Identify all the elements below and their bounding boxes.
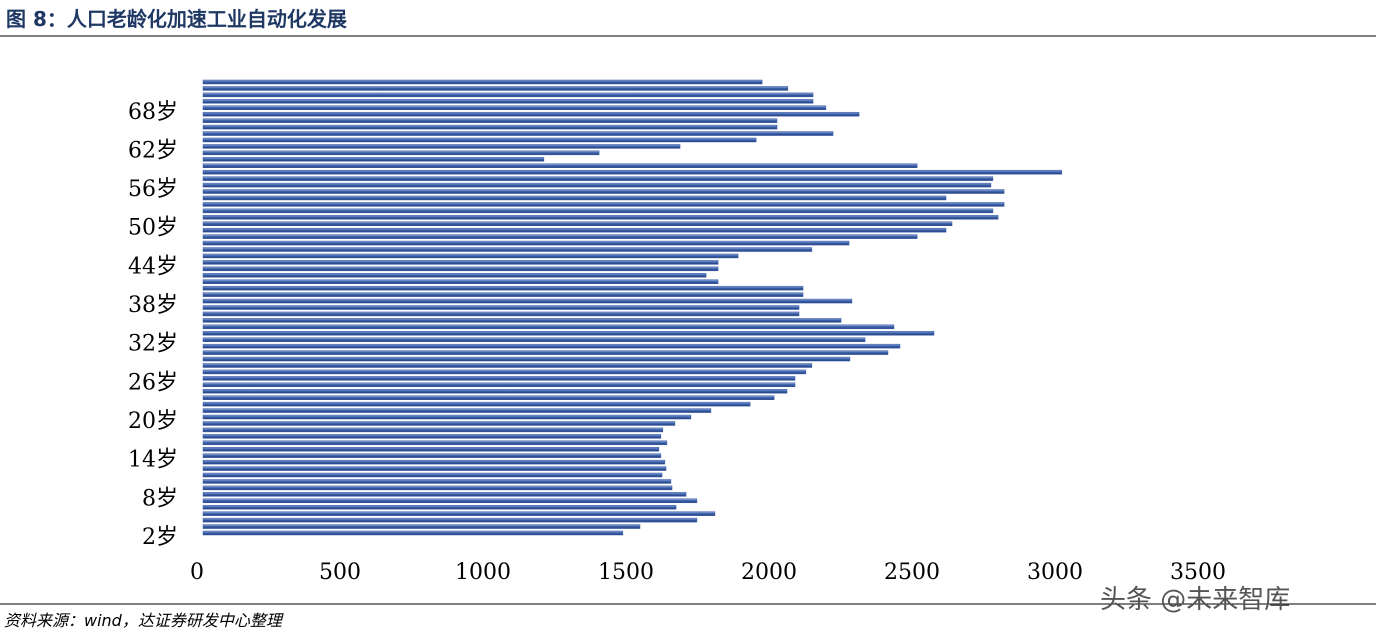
x-tick-label: 2000	[741, 560, 797, 585]
chart-title: 图 8：人口老龄化加速工业自动化发展	[6, 7, 347, 31]
y-tick-label: 20岁	[128, 409, 178, 434]
x-tick-label: 1500	[598, 560, 654, 585]
bar	[202, 337, 866, 342]
bar	[202, 247, 813, 252]
bar	[202, 530, 624, 536]
bar	[202, 479, 672, 484]
bar	[202, 517, 698, 523]
bar	[202, 79, 763, 85]
bar	[202, 511, 716, 516]
x-tick-label: 3000	[1027, 560, 1083, 585]
bar	[202, 350, 889, 355]
x-tick-label: 2500	[884, 560, 940, 585]
bar	[202, 157, 545, 162]
y-tick-label: 26岁	[128, 370, 178, 395]
bar	[202, 137, 757, 143]
bar	[202, 408, 712, 413]
bar	[202, 524, 641, 529]
bar	[202, 292, 804, 297]
y-tick-label: 68岁	[128, 100, 178, 125]
bar	[202, 105, 827, 111]
y-tick-label: 14岁	[128, 448, 178, 473]
y-tick-label: 38岁	[128, 293, 178, 318]
bar	[202, 504, 677, 510]
bar	[202, 324, 895, 330]
y-tick-label: 44岁	[128, 254, 178, 279]
bar	[202, 466, 667, 471]
bar	[202, 124, 778, 130]
bar	[202, 401, 751, 407]
bar	[202, 382, 796, 388]
bar	[202, 498, 698, 504]
bar	[202, 150, 600, 156]
bar	[202, 369, 807, 375]
bar	[202, 279, 719, 284]
y-tick-label: 56岁	[128, 177, 178, 202]
bar	[202, 414, 692, 420]
bar	[202, 99, 814, 104]
bar	[202, 492, 687, 497]
bar	[202, 395, 775, 400]
y-tick-label: 62岁	[128, 138, 178, 163]
bar	[202, 176, 994, 181]
bar	[202, 440, 668, 446]
y-tick-label: 8岁	[142, 486, 178, 511]
bar	[202, 363, 813, 368]
y-tick-label: 32岁	[128, 332, 178, 357]
bar	[202, 118, 778, 123]
bar	[202, 273, 707, 278]
bar	[202, 343, 901, 349]
bar	[202, 305, 800, 310]
bar	[202, 472, 663, 478]
bar	[202, 208, 994, 214]
bar	[202, 453, 662, 458]
bar	[202, 144, 681, 149]
bar	[202, 434, 662, 439]
x-tick-label: 0	[190, 560, 204, 585]
bar	[202, 266, 719, 272]
bar	[202, 331, 935, 336]
x-tick-label: 1000	[455, 560, 511, 585]
bar	[202, 86, 789, 91]
bar	[202, 169, 1063, 175]
watermark: 头条 @未来智库	[1100, 585, 1290, 615]
bar	[202, 459, 666, 465]
bar	[202, 131, 834, 136]
bar	[202, 485, 673, 491]
bar	[202, 189, 1005, 194]
bar	[202, 318, 842, 323]
y-tick-label: 2岁	[142, 525, 178, 550]
bar	[202, 234, 918, 239]
bar	[202, 446, 660, 452]
bar	[202, 195, 947, 201]
x-tick-label: 500	[319, 560, 361, 585]
bar	[202, 111, 860, 117]
bar	[202, 221, 953, 226]
x-tick-label: 3500	[1170, 560, 1226, 585]
bar	[202, 356, 851, 362]
bar	[202, 215, 999, 220]
bar	[202, 298, 853, 304]
bar	[202, 285, 804, 291]
bar	[202, 421, 676, 426]
bar	[202, 260, 719, 265]
y-tick-label: 50岁	[128, 216, 178, 241]
bar	[202, 376, 796, 381]
bar	[202, 202, 1005, 207]
bar	[202, 163, 918, 169]
bar	[202, 427, 664, 433]
bar	[202, 311, 800, 317]
bar	[202, 253, 739, 259]
source: 资料来源：wind，达证券研发中心整理	[4, 611, 284, 630]
bar	[202, 182, 992, 188]
bar	[202, 389, 788, 394]
bar	[202, 92, 814, 98]
bar	[202, 240, 850, 246]
bar	[202, 227, 947, 233]
